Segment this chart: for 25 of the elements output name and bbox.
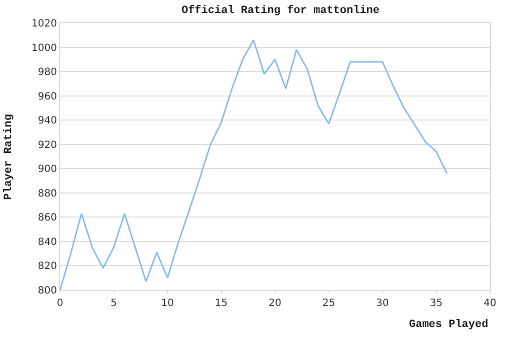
line-series xyxy=(60,39,448,290)
y-tick-label: 980 xyxy=(38,67,57,78)
y-tick-label: 1020 xyxy=(32,18,57,30)
x-axis-title: Games Played xyxy=(409,319,488,331)
y-tick-label: 840 xyxy=(38,236,57,248)
y-tick-label: 800 xyxy=(38,286,57,296)
y-tick-label: 900 xyxy=(38,164,57,176)
x-tick-label: 35 xyxy=(430,298,443,309)
x-tick-label: 5 xyxy=(110,298,117,309)
y-tick-label: 920 xyxy=(38,140,57,151)
x-tick-label: 15 xyxy=(214,298,228,309)
y-tick-label: 880 xyxy=(38,188,57,200)
x-tick-label: 30 xyxy=(376,298,389,309)
x-tick-label: 25 xyxy=(322,298,336,309)
x-tick-label: 10 xyxy=(161,298,174,309)
x-tick-label: 0 xyxy=(56,298,64,309)
chart-title: Official Rating for mattonline xyxy=(181,4,380,17)
y-tick-label: 960 xyxy=(38,91,57,102)
y-tick-label: 1000 xyxy=(32,42,57,54)
x-tick-label: 40 xyxy=(484,298,496,309)
y-tick-label: 940 xyxy=(38,116,57,127)
y-axis-title: Player Rating xyxy=(2,114,15,200)
x-tick-label: 20 xyxy=(268,298,282,309)
y-tick-label: 820 xyxy=(38,261,57,272)
y-tick-label: 860 xyxy=(38,212,57,224)
